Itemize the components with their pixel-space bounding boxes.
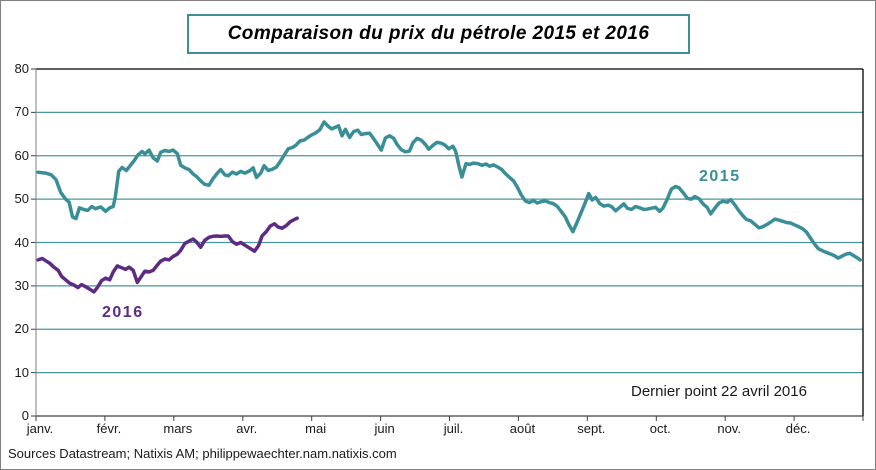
y-axis-tick-label: 30 — [14, 277, 29, 293]
x-axis-tick-label: nov. — [717, 421, 741, 436]
y-axis-tick-label: 20 — [14, 321, 29, 337]
series-label-2016: 2016 — [102, 304, 144, 321]
x-axis-tick-label: janv. — [26, 421, 54, 436]
sources-caption: Sources Datastream; Natixis AM; philippe… — [8, 446, 397, 461]
x-axis-tick-label: avr. — [236, 421, 258, 436]
x-axis-tick-label: sept. — [577, 421, 606, 436]
y-axis-tick-label: 10 — [14, 364, 29, 380]
x-axis-tick-label: oct. — [649, 421, 671, 436]
x-axis-tick-label: déc. — [785, 421, 811, 436]
x-axis-tick-label: juil. — [443, 421, 464, 436]
chart-title: Comparaison du prix du pétrole 2015 et 2… — [227, 23, 650, 44]
chart-title-box: Comparaison du prix du pétrole 2015 et 2… — [187, 14, 690, 54]
x-axis-tick-label: mars — [163, 421, 193, 436]
y-axis-tick-label: 70 — [14, 104, 29, 120]
last-point-annotation: Dernier point 22 avril 2016 — [631, 383, 807, 400]
x-axis-tick-label: juin — [374, 421, 395, 436]
series-label-2015: 2015 — [699, 168, 741, 185]
y-axis-tick-label: 50 — [14, 191, 29, 207]
x-axis-tick-label: août — [509, 421, 536, 436]
x-axis-tick-label: févr. — [96, 421, 122, 436]
y-axis-tick-label: 40 — [14, 234, 29, 250]
x-axis-tick-label: mai — [305, 421, 327, 436]
y-axis-tick-label: 60 — [14, 147, 29, 163]
y-axis-tick-label: 80 — [14, 61, 29, 76]
y-axis-tick-label: 0 — [21, 408, 29, 423]
